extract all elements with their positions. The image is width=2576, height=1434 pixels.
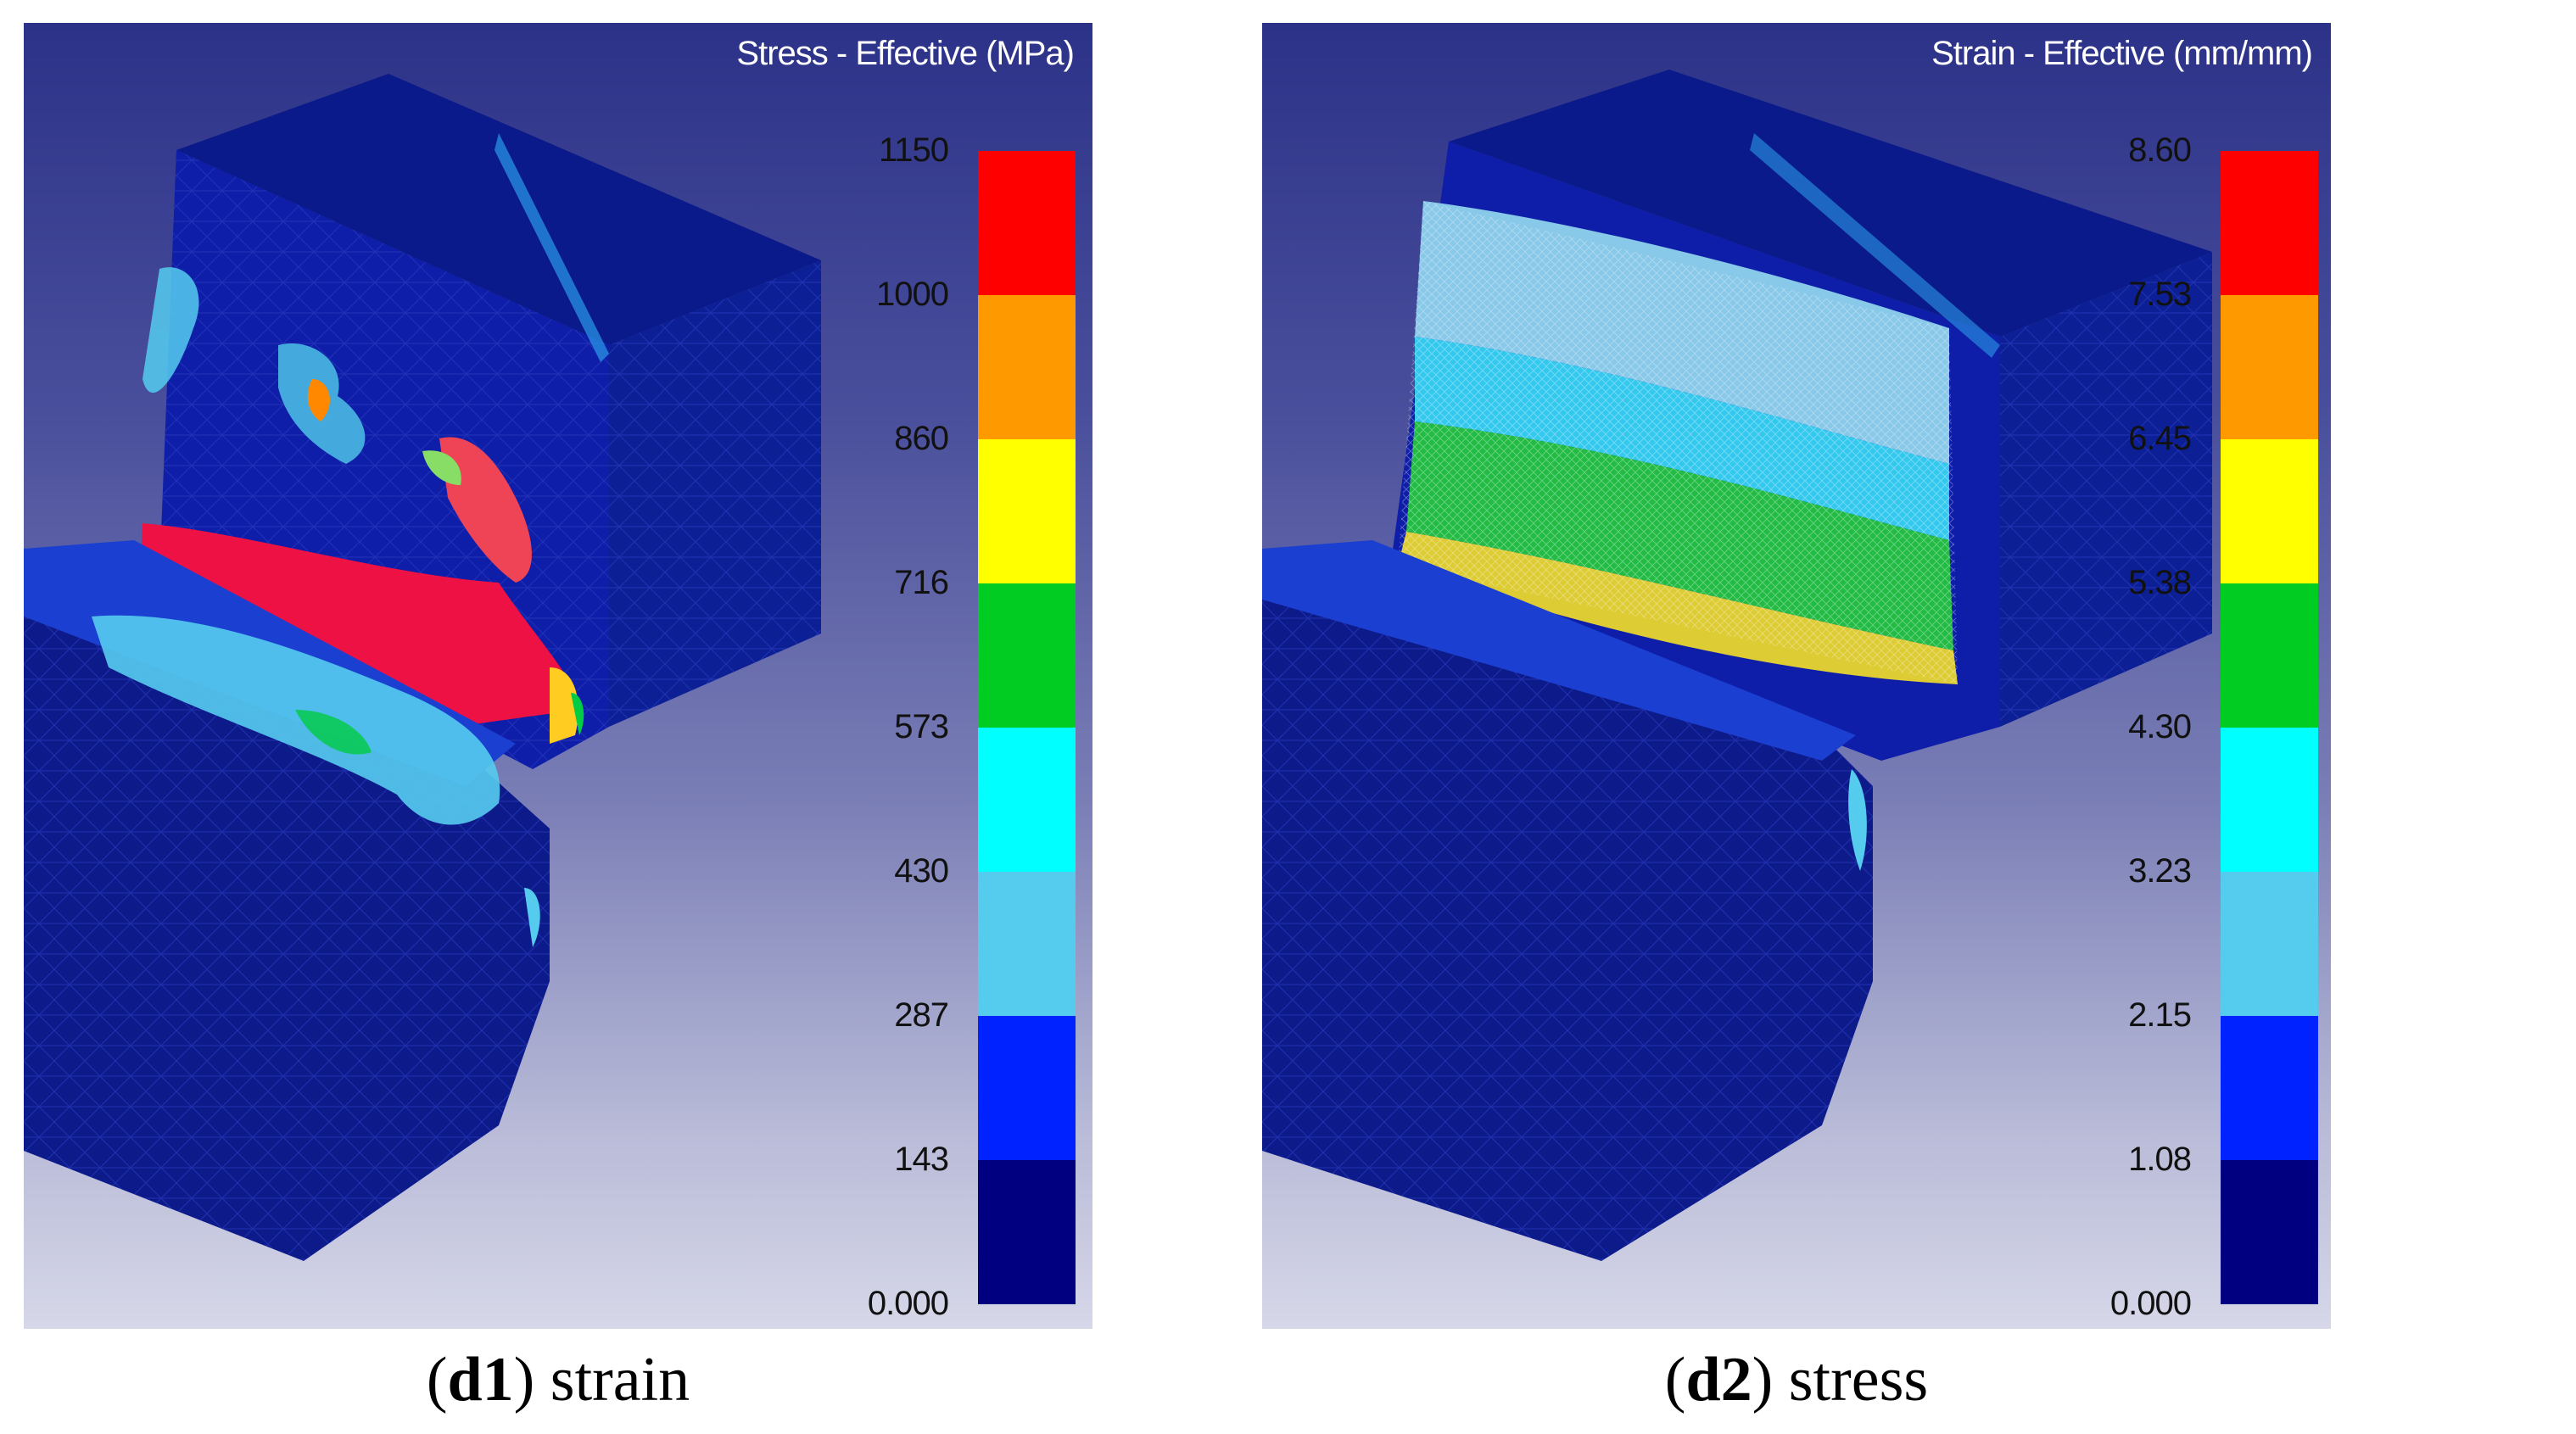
caption-text: strain bbox=[550, 1345, 690, 1414]
colorbar-band bbox=[978, 439, 1076, 583]
colorbar-band bbox=[2221, 1160, 2318, 1304]
fem-mesh-model bbox=[24, 74, 821, 1261]
contour-plot-strain: Strain - Effective (mm/mm) 8.60 7.53 6.4… bbox=[1262, 23, 2331, 1329]
colorbar-tick-label: 8.60 bbox=[2128, 131, 2192, 169]
fem-mesh-model bbox=[1262, 70, 2212, 1261]
colorbar-tick-label: 143 bbox=[894, 1141, 949, 1178]
colorbar-tick-label: 2.15 bbox=[2128, 996, 2192, 1034]
colorbar-band bbox=[978, 1016, 1076, 1160]
colorbar-tick-label: 430 bbox=[894, 852, 949, 890]
panel-caption: (d2) stress bbox=[1664, 1345, 1929, 1414]
colorbar-band bbox=[2221, 295, 2318, 439]
colorbar-tick-label: 1.08 bbox=[2128, 1141, 2192, 1178]
colorbar-band bbox=[2221, 583, 2318, 728]
colorbar-band bbox=[978, 872, 1076, 1016]
colorbar-tick-label: 0.000 bbox=[867, 1285, 949, 1322]
colorbar-band bbox=[978, 583, 1076, 728]
colorbar-band bbox=[978, 151, 1076, 295]
colorbar bbox=[978, 151, 1076, 1304]
colorbar-tick-label: 860 bbox=[894, 420, 949, 457]
panel-caption: (d1) strain bbox=[426, 1345, 690, 1414]
colorbar-band bbox=[978, 295, 1076, 439]
contour-plot-stress: Stress - Effective (MPa) 1150 1000 860 7… bbox=[24, 23, 1092, 1329]
colorbar-tick-label: 5.38 bbox=[2128, 564, 2192, 601]
colorbar-tick-label: 287 bbox=[894, 996, 949, 1034]
caption-label: d2 bbox=[1685, 1345, 1752, 1414]
colorbar-band bbox=[2221, 1016, 2318, 1160]
colorbar bbox=[2221, 151, 2318, 1304]
colorbar-band bbox=[978, 728, 1076, 872]
colorbar-tick-label: 573 bbox=[894, 708, 949, 745]
colorbar-tick-label: 716 bbox=[894, 564, 949, 601]
colorbar-band bbox=[2221, 439, 2318, 583]
colorbar-band bbox=[2221, 872, 2318, 1016]
colorbar-tick-label: 1000 bbox=[876, 276, 949, 313]
colorbar-tick-label: 0.000 bbox=[2109, 1285, 2192, 1322]
colorbar-tick-label: 4.30 bbox=[2128, 708, 2192, 745]
colorbar-tick-label: 3.23 bbox=[2128, 852, 2192, 890]
caption-label: d1 bbox=[447, 1345, 514, 1414]
colorbar-tick-label: 1150 bbox=[878, 131, 949, 169]
colorbar-tick-label: 7.53 bbox=[2128, 276, 2192, 313]
colorbar-tick-label: 6.45 bbox=[2128, 420, 2192, 457]
colorbar-band bbox=[2221, 151, 2318, 295]
colorbar-band bbox=[2221, 728, 2318, 872]
legend-title: Stress - Effective (MPa) bbox=[736, 35, 1075, 72]
colorbar-band bbox=[978, 1160, 1076, 1304]
legend-title: Strain - Effective (mm/mm) bbox=[1931, 35, 2313, 72]
caption-text: stress bbox=[1788, 1345, 1929, 1414]
